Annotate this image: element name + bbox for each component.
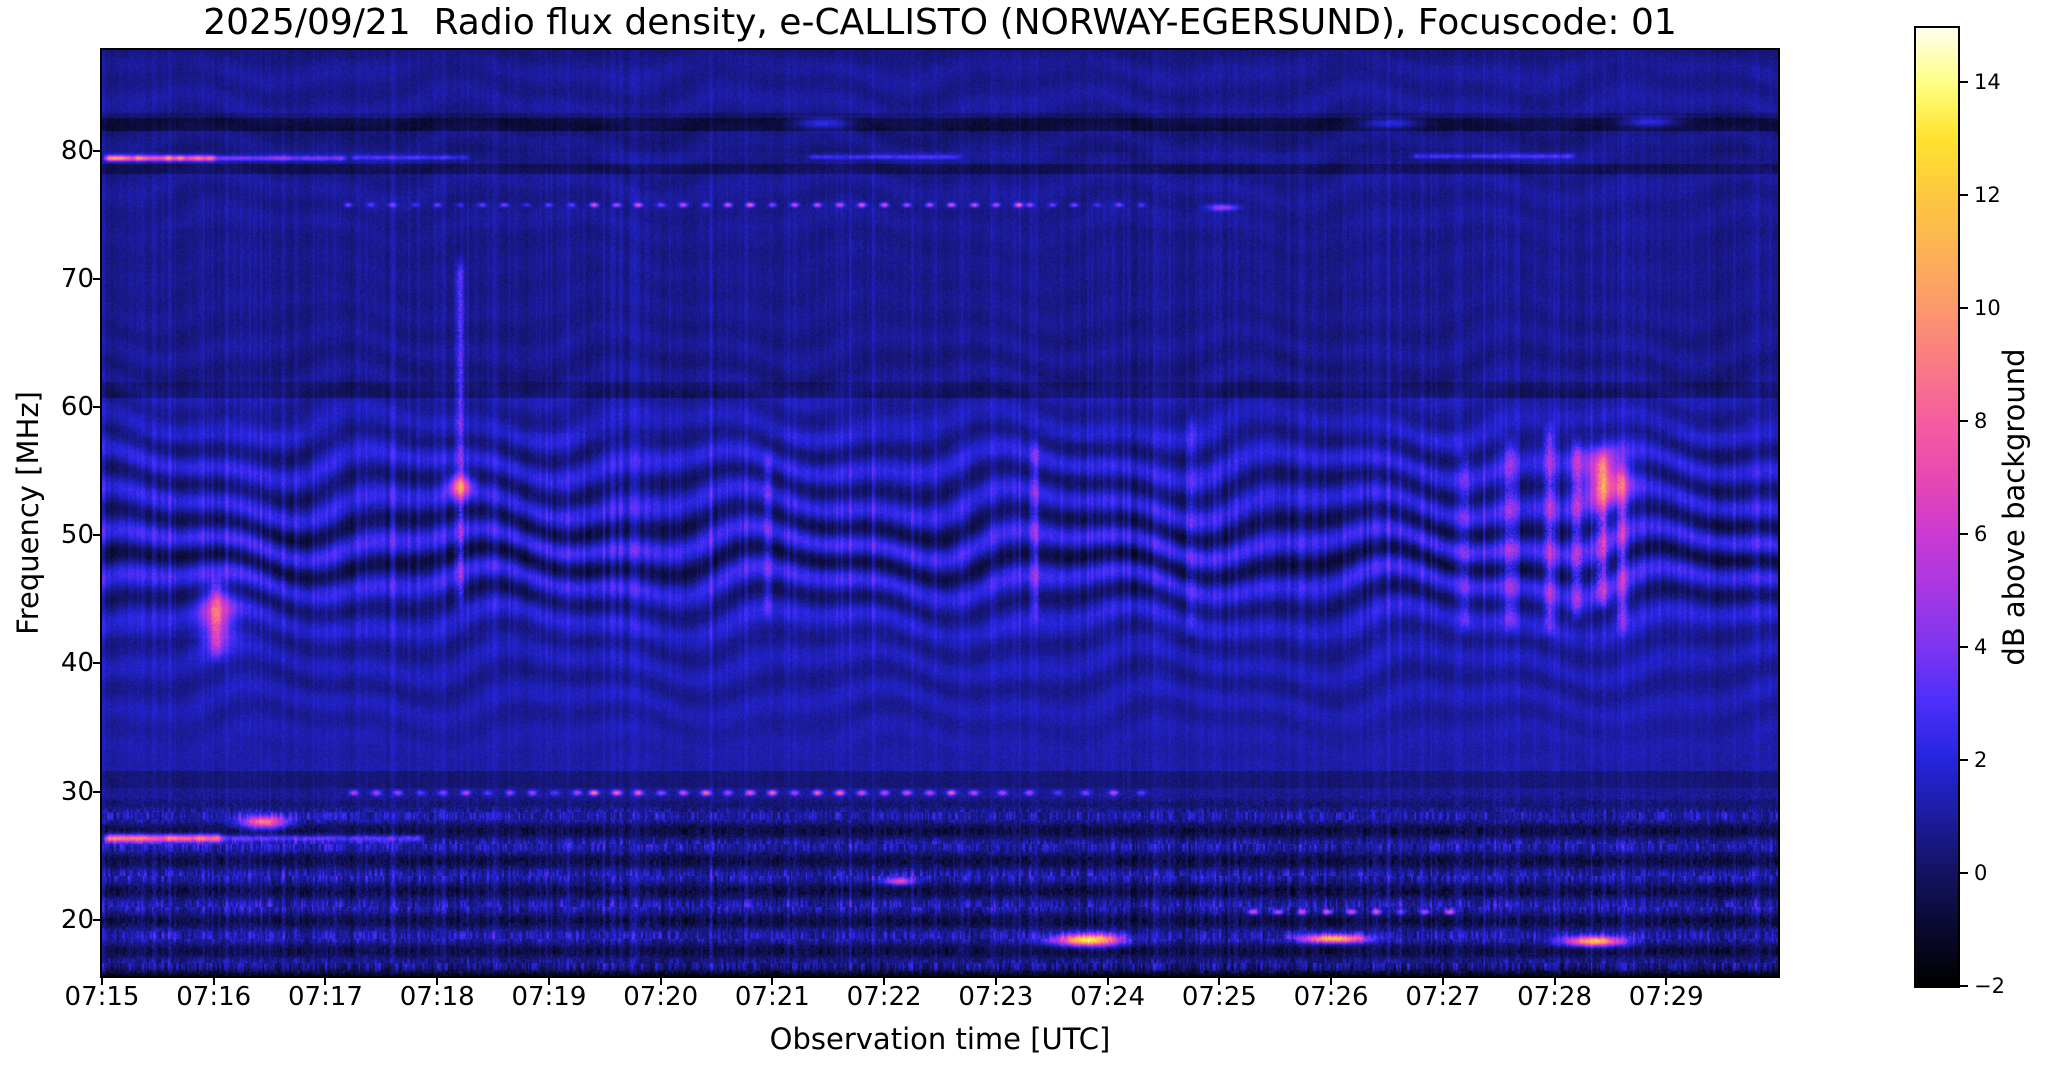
x-tick-label: 07:20: [623, 982, 699, 1012]
x-tick-label: 07:18: [399, 982, 475, 1012]
x-tick-label: 07:17: [287, 982, 363, 1012]
colorbar-tick: [1960, 80, 1968, 83]
y-tick-label: 30: [60, 776, 94, 807]
colorbar-tick-label: −2: [1974, 974, 2005, 998]
x-tick-label: 07:16: [176, 982, 252, 1012]
y-tick-label: 20: [60, 904, 94, 935]
colorbar-tick: [1960, 532, 1968, 535]
colorbar-tick-label: 2: [1974, 747, 1988, 772]
spectrogram-plot-area: [100, 48, 1780, 978]
spectrogram-canvas: [102, 50, 1778, 976]
x-tick-label: 07:29: [1628, 982, 1704, 1012]
colorbar-tick-label: 8: [1974, 408, 1988, 433]
y-tick: [93, 662, 102, 665]
x-tick-label: 07:27: [1405, 982, 1481, 1012]
x-tick: [659, 976, 662, 985]
y-tick-label: 60: [60, 392, 94, 423]
x-tick-label: 07:23: [958, 982, 1034, 1012]
y-tick: [93, 150, 102, 153]
plot-title: 2025/09/21 Radio flux density, e-CALLIST…: [203, 2, 1677, 43]
colorbar-tick-label: 4: [1974, 634, 1988, 659]
colorbar-tick: [1960, 758, 1968, 761]
x-tick: [883, 976, 886, 985]
colorbar-tick-label: 12: [1974, 182, 2001, 207]
x-tick-label: 07:24: [1070, 982, 1146, 1012]
y-tick: [93, 278, 102, 281]
x-tick: [547, 976, 550, 985]
x-tick-label: 07:25: [1181, 982, 1257, 1012]
x-tick: [324, 976, 327, 985]
x-tick: [1106, 976, 1109, 985]
colorbar-tick: [1960, 985, 1968, 987]
y-tick-label: 70: [60, 264, 94, 295]
y-tick-label: 50: [60, 520, 94, 551]
colorbar-tick-label: 0: [1974, 860, 1988, 885]
colorbar-label: dB above background: [1997, 348, 2031, 666]
x-tick-label: 07:22: [846, 982, 922, 1012]
colorbar-tick: [1960, 306, 1968, 309]
x-tick: [1441, 976, 1444, 985]
x-tick: [436, 976, 439, 985]
colorbar-tick: [1960, 871, 1968, 874]
x-tick-label: 07:19: [511, 982, 587, 1012]
y-axis-label: Frequency [MHz]: [11, 391, 45, 635]
x-tick: [1218, 976, 1221, 985]
colorbar-tick-label: 6: [1974, 521, 1988, 546]
x-tick-label: 07:28: [1517, 982, 1592, 1012]
colorbar-tick-label: 14: [1974, 69, 2001, 94]
y-tick-label: 80: [60, 136, 94, 167]
x-tick: [1330, 976, 1333, 985]
x-tick: [1665, 976, 1668, 985]
colorbar: [1914, 26, 1960, 988]
colorbar-tick: [1960, 419, 1968, 422]
x-tick: [1553, 976, 1556, 985]
y-tick: [93, 790, 102, 793]
colorbar-gradient: [1916, 28, 1958, 986]
colorbar-tick: [1960, 645, 1968, 648]
x-tick: [101, 976, 103, 985]
y-tick: [93, 406, 102, 409]
colorbar-tick: [1960, 193, 1968, 196]
x-tick: [212, 976, 215, 985]
x-tick-label: 07:15: [64, 982, 140, 1012]
y-tick: [93, 534, 102, 537]
x-tick: [994, 976, 997, 985]
x-axis-label: Observation time [UTC]: [769, 1022, 1111, 1056]
y-tick-label: 40: [60, 648, 94, 679]
x-tick: [771, 976, 774, 985]
colorbar-tick-label: 10: [1974, 295, 2001, 320]
y-tick: [93, 918, 102, 921]
x-tick-label: 07:26: [1293, 982, 1369, 1012]
x-tick-label: 07:21: [734, 982, 810, 1012]
